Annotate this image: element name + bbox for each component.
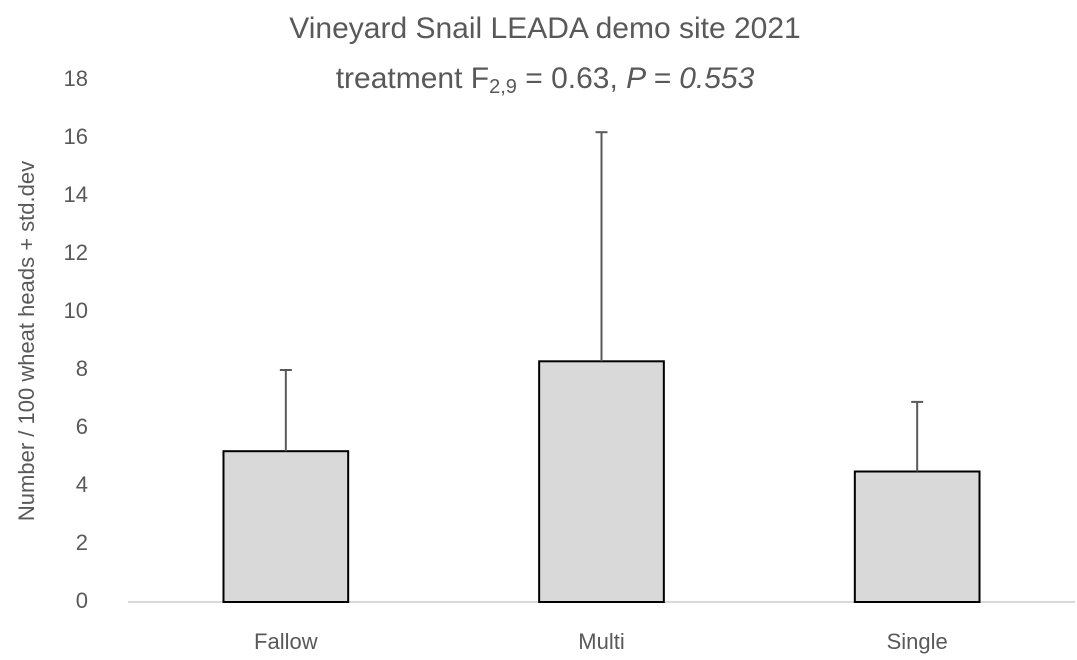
y-tick-label: 4 xyxy=(76,472,88,497)
chart-title: Vineyard Snail LEADA demo site 2021 xyxy=(289,12,800,45)
x-tick-label: Fallow xyxy=(254,629,318,654)
subtitle-text: treatment F xyxy=(336,62,489,95)
x-tick-label: Single xyxy=(887,629,948,654)
y-tick-label: 0 xyxy=(76,588,88,613)
y-tick-label: 16 xyxy=(64,124,88,149)
subtitle-subscript: 2,9 xyxy=(489,76,517,98)
y-tick-label: 10 xyxy=(64,298,88,323)
subtitle-stat: = 0.63, xyxy=(517,62,626,95)
y-tick-label: 2 xyxy=(76,530,88,555)
y-axis-title: Number / 100 wheat heads + std.dev xyxy=(14,161,39,521)
y-tick-label: 14 xyxy=(64,182,88,207)
bar xyxy=(222,450,350,604)
subtitle-p: P = 0.553 xyxy=(626,62,754,95)
x-tick-label: Multi xyxy=(578,629,624,654)
y-tick-label: 12 xyxy=(64,240,88,265)
y-tick-label: 18 xyxy=(64,66,88,91)
y-tick-label: 8 xyxy=(76,356,88,381)
y-tick-label: 6 xyxy=(76,414,88,439)
bar xyxy=(538,360,665,603)
bar xyxy=(853,470,981,603)
chart-subtitle: treatment F2,9 = 0.63, P = 0.553 xyxy=(336,62,755,98)
